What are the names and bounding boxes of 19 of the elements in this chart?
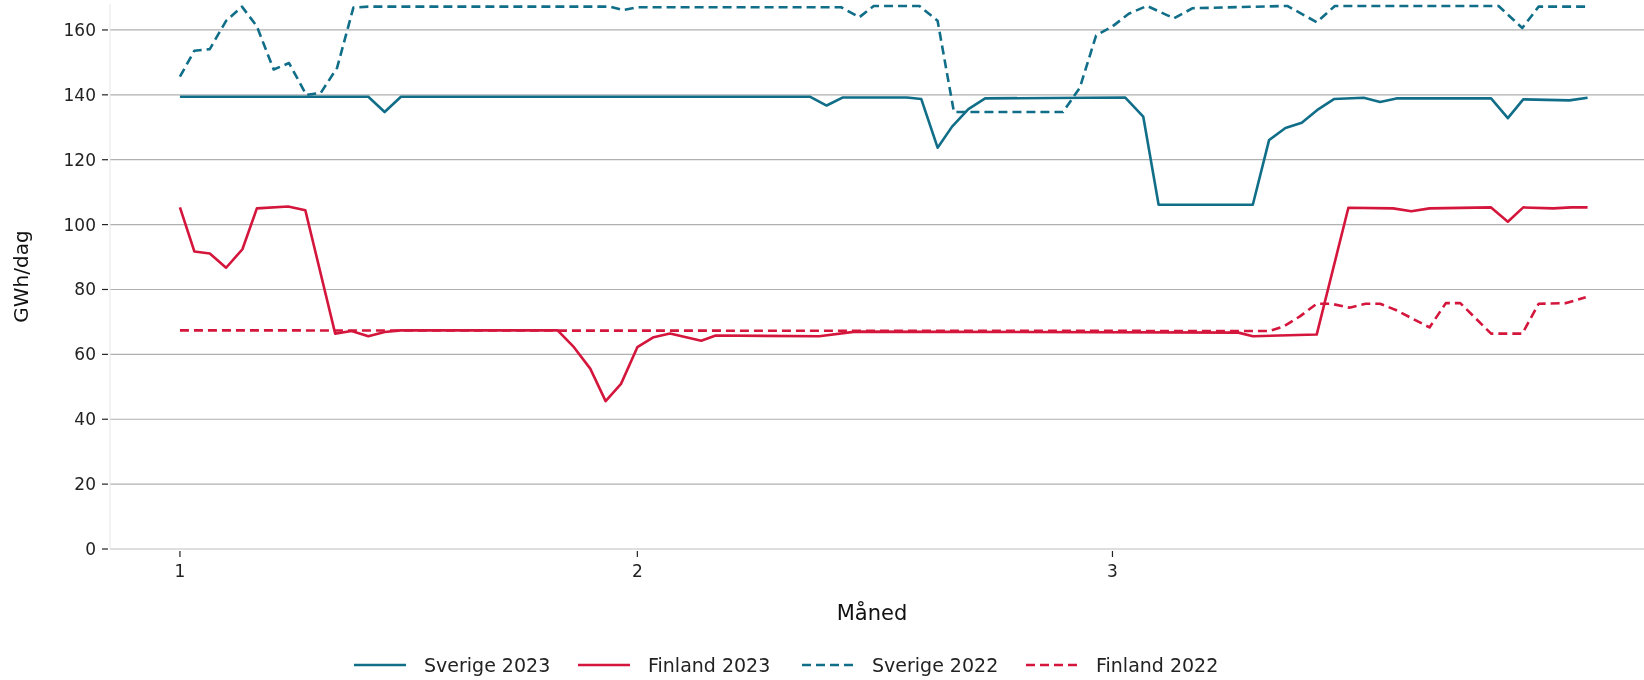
y-tick-label: 120 [63, 149, 96, 170]
y-tick-label: 20 [74, 474, 96, 495]
y-axis-title: GWh/dag [9, 230, 33, 323]
y-tick-label: 140 [63, 84, 96, 105]
legend-label: Finland 2023 [648, 653, 771, 676]
y-tick-label: 0 [85, 538, 96, 559]
x-tick-label: 1 [174, 561, 186, 581]
legend-label: Sverige 2022 [872, 653, 999, 676]
y-tick-label: 60 [74, 344, 96, 365]
line-series [178, 205, 1589, 403]
y-tick-label: 160 [63, 19, 96, 40]
x-tick-label: 2 [631, 561, 643, 581]
y-tick-label: 80 [74, 279, 96, 300]
legend-label: Finland 2022 [1096, 653, 1219, 676]
legend-label: Sverige 2023 [424, 653, 551, 676]
y-tick-label: 40 [74, 409, 96, 430]
x-axis-title: Måned [836, 600, 908, 625]
y-tick-label: 100 [63, 214, 96, 235]
x-tick-label: 3 [1107, 561, 1118, 581]
